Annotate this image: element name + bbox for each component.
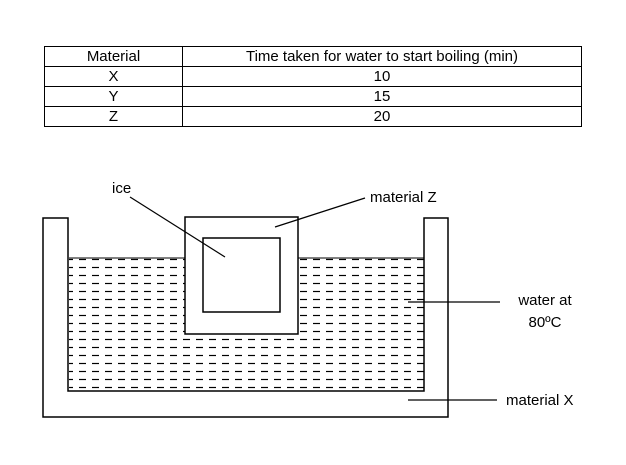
label-material-z: material Z xyxy=(370,189,437,206)
label-material-x: material X xyxy=(506,392,574,409)
cell-time: 20 xyxy=(182,106,582,127)
material-z-leader-line xyxy=(274,197,366,228)
table-row: Z 20 xyxy=(44,106,582,127)
label-water-line1: water at xyxy=(517,292,572,309)
boiling-time-table: Material Time taken for water to start b… xyxy=(44,46,582,127)
label-water-line2: 80ºC xyxy=(529,314,562,331)
ice-block xyxy=(202,237,281,313)
ice-leader-line xyxy=(129,196,226,258)
container-material-x xyxy=(42,217,449,418)
cell-material: Z xyxy=(44,106,183,127)
label-ice: ice xyxy=(112,180,131,197)
